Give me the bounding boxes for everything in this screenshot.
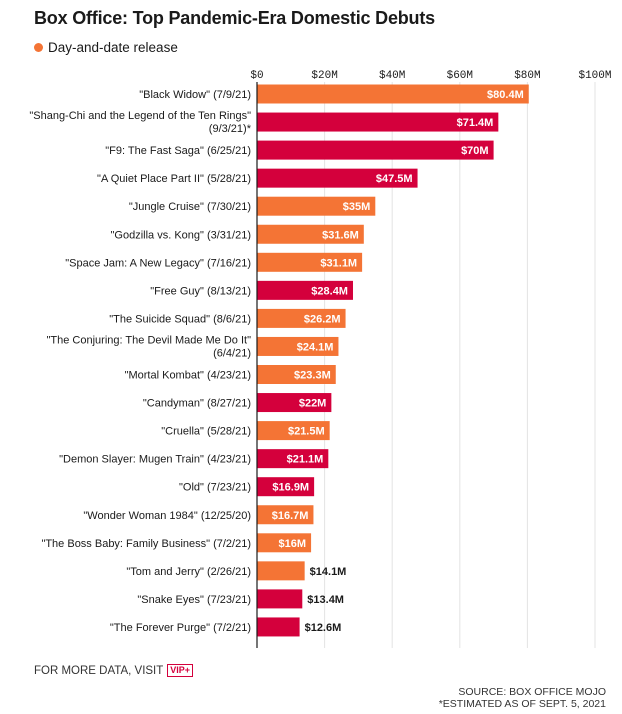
category-label: "Black Widow" (7/9/21) — [139, 89, 251, 101]
bar-value-label: $47.5M — [376, 173, 413, 185]
source-line: SOURCE: BOX OFFICE MOJO — [458, 686, 606, 698]
category-label: "The Forever Purge" (7/2/21) — [110, 622, 251, 634]
bar-chart: $0 $20M $40M $60M $80M $100M $80.4M "Black Wido… — [29, 70, 612, 648]
category-label: "Space Jam: A New Legacy" (7/16/21) — [65, 257, 251, 269]
category-label: "Cruella" (5/28/21) — [161, 426, 251, 438]
x-tick-label: $60M — [447, 70, 473, 82]
legend-dot-icon — [34, 43, 43, 52]
bar — [257, 421, 330, 441]
bar-value-label: $12.6M — [305, 622, 342, 634]
bar — [257, 477, 315, 497]
bar-value-label: $22M — [299, 398, 327, 410]
category-label: "The Suicide Squad" (8/6/21) — [109, 313, 251, 325]
bar — [257, 505, 314, 525]
bar-value-label: $28.4M — [311, 285, 348, 297]
category-label: "Wonder Woman 1984" (12/25/20) — [83, 510, 251, 522]
bar-value-label: $35M — [343, 201, 371, 213]
bar-value-label: $21.5M — [288, 426, 325, 438]
category-label: "Old" (7/23/21) — [179, 482, 251, 494]
bar-value-label: $14.1M — [310, 566, 347, 578]
bar-value-label: $71.4M — [457, 117, 494, 129]
bar-value-label: $24.1M — [297, 341, 334, 353]
category-label: "F9: The Fast Saga" (6/25/21) — [105, 145, 251, 157]
bar — [257, 224, 364, 244]
x-tick-label: $100M — [578, 70, 611, 82]
category-label: "Godzilla vs. Kong" (3/31/21) — [111, 229, 252, 241]
bar-value-label: $26.2M — [304, 313, 341, 325]
estimate-note: *ESTIMATED AS OF SEPT. 5, 2021 — [438, 698, 606, 710]
vip-plus-link[interactable]: VIP+ — [167, 664, 194, 677]
x-tick-label: $0 — [250, 70, 263, 82]
category-label: "Tom and Jerry" (2/26/21) — [126, 566, 251, 578]
bar-value-label: $31.1M — [320, 257, 357, 269]
category-label: "The Boss Baby: Family Business" (7/2/21… — [41, 538, 251, 550]
bar — [257, 533, 312, 553]
chart-title: Box Office: Top Pandemic-Era Domestic De… — [34, 8, 435, 28]
bar — [257, 589, 303, 609]
category-label: "Demon Slayer: Mugen Train" (4/23/21) — [59, 454, 251, 466]
bar — [257, 336, 339, 356]
category-label: "Free Guy" (8/13/21) — [150, 285, 251, 297]
bar-value-label: $16.7M — [272, 510, 309, 522]
bar — [257, 252, 363, 272]
category-label: "Jungle Cruise" (7/30/21) — [129, 201, 251, 213]
more-data-note: FOR MORE DATA, VISIT VIP+ — [34, 664, 194, 677]
bar-value-label: $16M — [279, 538, 307, 550]
category-label: "A Quiet Place Part II" (5/28/21) — [97, 173, 251, 185]
bar — [257, 561, 305, 581]
bar-value-label: $23.3M — [294, 370, 331, 382]
bar-value-label: $16.9M — [272, 482, 309, 494]
category-label: "Snake Eyes" (7/23/21) — [137, 594, 251, 606]
legend: Day-and-date release — [34, 40, 178, 55]
bar — [257, 449, 329, 469]
bar — [257, 196, 376, 216]
bar — [257, 140, 494, 160]
bar — [257, 112, 499, 132]
category-label: (6/4/21) — [213, 347, 251, 359]
bar-value-label: $70M — [461, 145, 489, 157]
bar — [257, 84, 529, 104]
bar — [257, 393, 332, 413]
bar-value-label: $31.6M — [322, 229, 359, 241]
category-label: "Candyman" (8/27/21) — [143, 398, 251, 410]
bar — [257, 168, 418, 188]
bar-value-label: $13.4M — [307, 594, 344, 606]
bar-value-label: $80.4M — [487, 89, 524, 101]
category-label: "The Conjuring: The Devil Made Me Do It" — [47, 334, 252, 346]
source-note: SOURCE: BOX OFFICE MOJO *ESTIMATED AS OF… — [439, 686, 606, 710]
x-tick-label: $80M — [514, 70, 540, 82]
bar — [257, 308, 346, 328]
x-tick-label: $40M — [379, 70, 405, 82]
legend-label: Day-and-date release — [48, 40, 178, 55]
bar — [257, 365, 336, 384]
category-label: "Shang-Chi and the Legend of the Ten Rin… — [29, 110, 251, 122]
category-label: (9/3/21)* — [209, 123, 252, 135]
x-tick-label: $20M — [311, 70, 337, 82]
more-data-text: FOR MORE DATA, VISIT — [34, 664, 164, 677]
bar — [257, 617, 300, 637]
bar — [257, 280, 353, 300]
bar-value-label: $21.1M — [287, 454, 324, 466]
category-label: "Mortal Kombat" (4/23/21) — [125, 370, 251, 382]
